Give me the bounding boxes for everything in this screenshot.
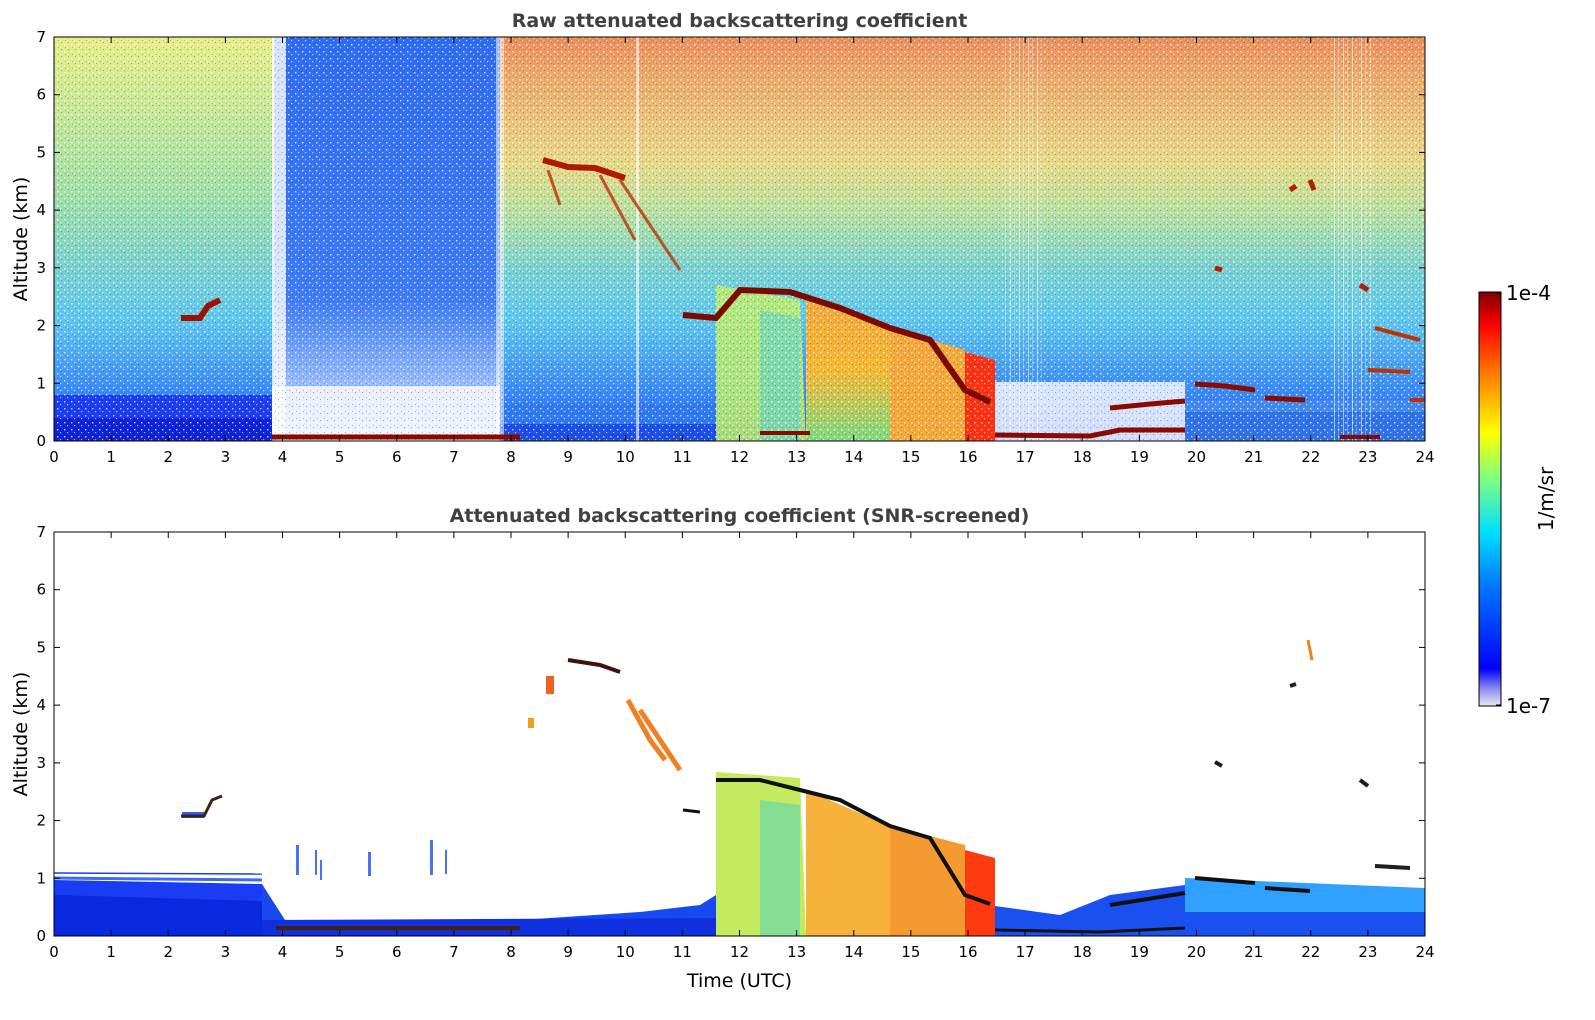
top-y-tick-label: 7 — [36, 28, 46, 46]
colorbar-gradient — [1478, 291, 1502, 707]
top-x-tick-label: 17 — [1016, 448, 1035, 466]
colorbar-max-label: 1e-4 — [1506, 281, 1551, 305]
top-y-tick-label: 3 — [36, 259, 46, 277]
bottom-x-tick-label: 20 — [1187, 943, 1206, 961]
top-panel-image — [54, 37, 1425, 441]
top-x-tick-label: 2 — [163, 448, 173, 466]
top-y-axis-label: Altitude (km) — [10, 177, 32, 302]
top-panel-axes: 0 1 2 3 4 5 6 7 8 9 10 11 12 13 14 15 16 17 18 19 20 21 22 23 24… — [36, 28, 1434, 466]
top-x-tick-label: 11 — [673, 448, 692, 466]
bottom-x-tick-label: 9 — [563, 943, 573, 961]
bottom-panel-axes: 0 1 2 3 4 5 6 7 8 9 10 11 12 13 14 15 16 17 18 19 20 21 22 23 24… — [36, 523, 1434, 961]
top-x-tick-label: 15 — [901, 448, 920, 466]
bottom-x-axis-label: Time (UTC) — [686, 970, 792, 992]
bottom-panel-title: Attenuated backscattering coefficient (S… — [450, 505, 1030, 527]
top-y-tick-label: 0 — [36, 432, 46, 450]
bottom-y-axis-label: Altitude (km) — [10, 672, 32, 797]
bottom-x-tick-label: 7 — [449, 943, 459, 961]
top-x-tick-label: 23 — [1358, 448, 1377, 466]
top-x-tick-label: 3 — [221, 448, 231, 466]
bottom-x-tick-label: 4 — [278, 943, 288, 961]
top-x-tick-label: 0 — [49, 448, 59, 466]
bottom-x-tick-label: 19 — [1130, 943, 1149, 961]
top-x-tick-label: 6 — [392, 448, 402, 466]
bottom-y-tick-label: 2 — [36, 812, 46, 830]
bottom-x-tick-label: 21 — [1244, 943, 1263, 961]
bottom-x-tick-label: 11 — [673, 943, 692, 961]
top-y-tick-label: 5 — [36, 143, 46, 161]
colorbar: 1e-4 1e-7 1/m/sr — [1478, 281, 1558, 718]
bottom-x-tick-label: 3 — [221, 943, 231, 961]
bottom-x-tick-label: 14 — [844, 943, 863, 961]
top-x-tick-label: 9 — [563, 448, 573, 466]
bottom-panel-image — [54, 532, 1425, 936]
bottom-y-tick-label: 6 — [36, 581, 46, 599]
bottom-x-tick-label: 6 — [392, 943, 402, 961]
top-y-tick-label: 6 — [36, 86, 46, 104]
top-x-tick-label: 7 — [449, 448, 459, 466]
top-x-tick-label: 21 — [1244, 448, 1263, 466]
top-x-tick-label: 10 — [616, 448, 635, 466]
colorbar-min-label: 1e-7 — [1506, 694, 1551, 718]
bottom-x-tick-label: 22 — [1301, 943, 1320, 961]
bottom-y-tick-label: 7 — [36, 523, 46, 541]
top-panel-title: Raw attenuated backscattering coefficien… — [512, 10, 968, 32]
bottom-x-tick-label: 10 — [616, 943, 635, 961]
bottom-x-tick-label: 8 — [506, 943, 516, 961]
bottom-x-tick-label: 23 — [1358, 943, 1377, 961]
bottom-x-tick-label: 0 — [49, 943, 59, 961]
top-x-tick-label: 14 — [844, 448, 863, 466]
top-x-tick-label: 20 — [1187, 448, 1206, 466]
bottom-x-tick-label: 17 — [1016, 943, 1035, 961]
top-x-tick-label: 12 — [730, 448, 749, 466]
top-x-tick-label: 16 — [958, 448, 977, 466]
bottom-x-tick-label: 24 — [1415, 943, 1434, 961]
colorbar-unit-label: 1/m/sr — [1534, 466, 1558, 531]
top-x-tick-label: 24 — [1415, 448, 1434, 466]
bottom-y-tick-label: 5 — [36, 638, 46, 656]
top-x-tick-label: 19 — [1130, 448, 1149, 466]
bottom-y-tick-label: 0 — [36, 927, 46, 945]
bottom-x-tick-label: 15 — [901, 943, 920, 961]
bottom-x-tick-label: 12 — [730, 943, 749, 961]
bottom-x-tick-label: 2 — [163, 943, 173, 961]
bottom-x-tick-label: 18 — [1073, 943, 1092, 961]
top-y-tick-label: 1 — [36, 374, 46, 392]
top-x-tick-label: 1 — [106, 448, 116, 466]
bottom-x-tick-label: 16 — [958, 943, 977, 961]
bottom-y-tick-label: 4 — [36, 696, 46, 714]
top-x-tick-label: 4 — [278, 448, 288, 466]
top-x-tick-label: 22 — [1301, 448, 1320, 466]
top-x-tick-label: 18 — [1073, 448, 1092, 466]
bottom-y-tick-label: 3 — [36, 754, 46, 772]
top-x-tick-label: 8 — [506, 448, 516, 466]
top-y-tick-label: 4 — [36, 201, 46, 219]
bottom-y-tick-label: 1 — [36, 869, 46, 887]
top-x-tick-label: 5 — [335, 448, 345, 466]
bottom-x-tick-label: 1 — [106, 943, 116, 961]
bottom-x-tick-label: 13 — [787, 943, 806, 961]
top-y-tick-label: 2 — [36, 317, 46, 335]
top-x-tick-label: 13 — [787, 448, 806, 466]
bottom-x-tick-label: 5 — [335, 943, 345, 961]
